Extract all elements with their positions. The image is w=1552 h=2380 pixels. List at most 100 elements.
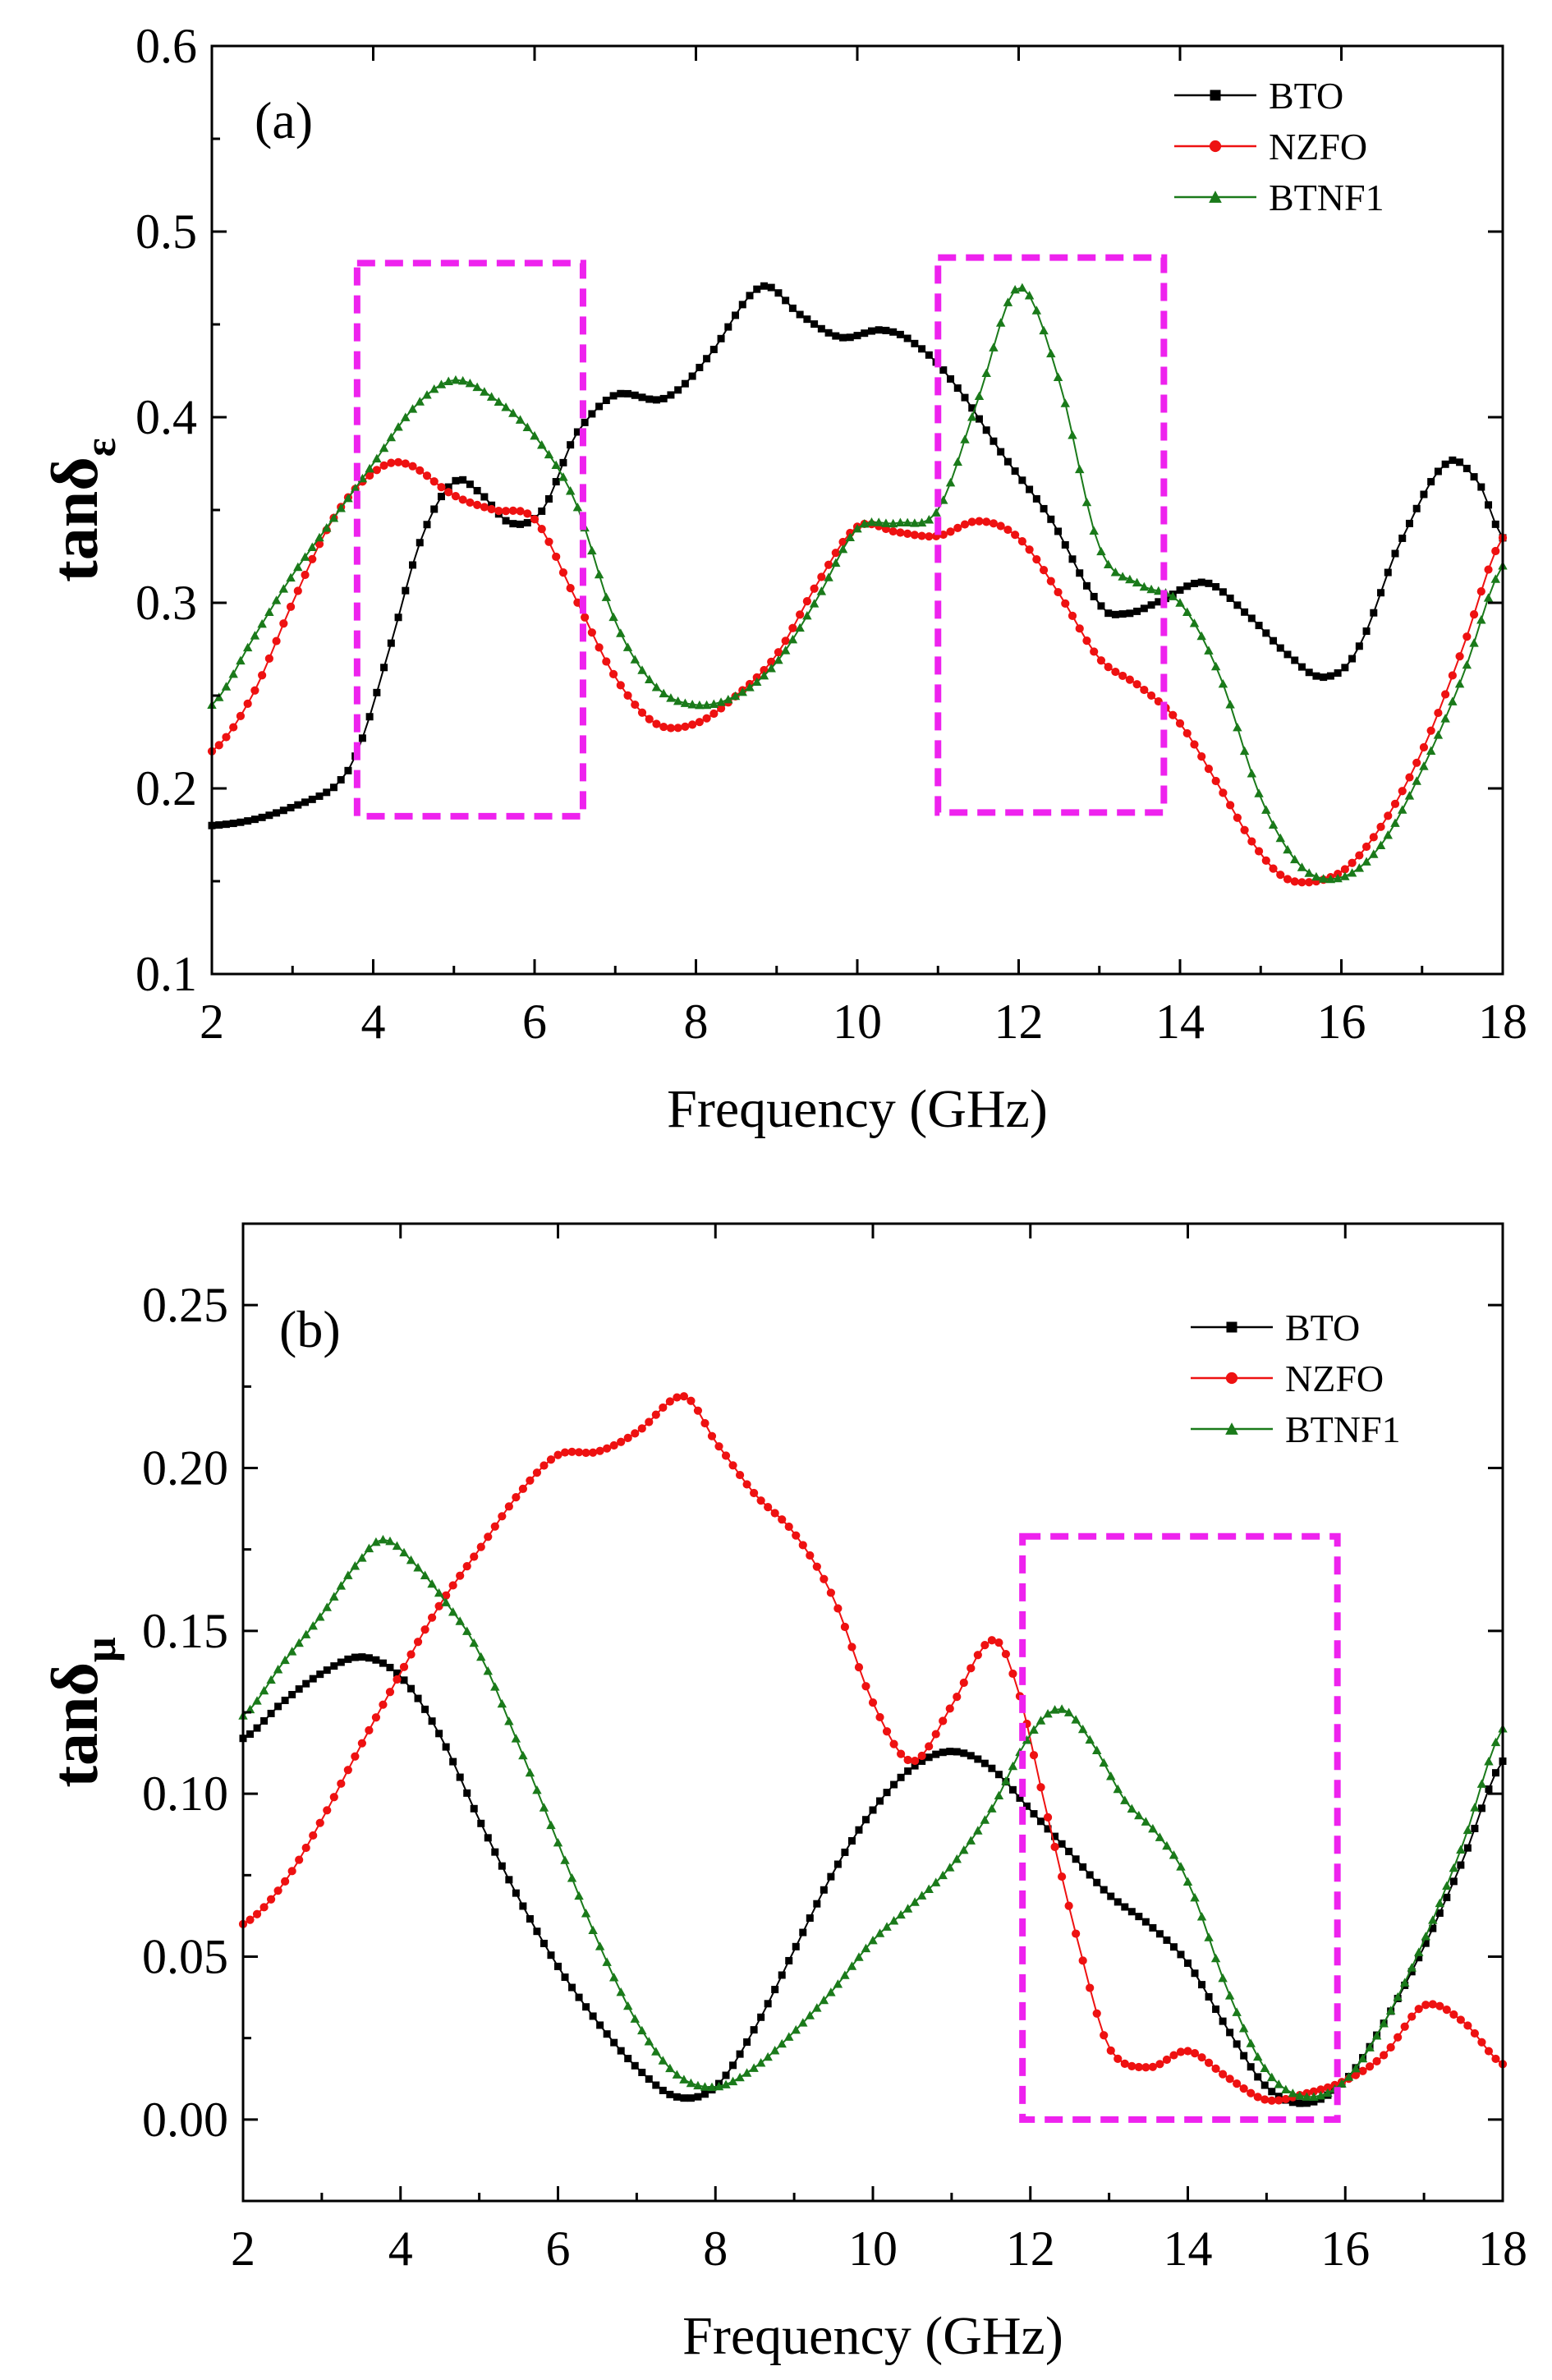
point-nzfo-96 (911, 1756, 920, 1766)
point-nzfo-117 (1046, 577, 1055, 586)
point-bto-114 (1026, 485, 1034, 494)
point-btnf1-64 (666, 693, 676, 702)
point-bto-92 (867, 327, 875, 335)
point-btnf1-90 (852, 523, 862, 533)
point-bto-87 (832, 332, 840, 340)
point-bto-154 (1312, 672, 1320, 680)
point-btnf1-60 (658, 2056, 668, 2065)
legend-label-btnf1: BTNF1 (1285, 1408, 1401, 1450)
point-nzfo-177 (1477, 2038, 1486, 2047)
highlight-box-1 (353, 260, 586, 820)
point-btnf1-163 (1375, 840, 1386, 849)
point-bto-105 (974, 1755, 982, 1763)
point-bto-141 (1226, 2029, 1234, 2037)
point-btnf1-75 (763, 2051, 773, 2061)
point-bto-144 (1247, 2063, 1255, 2071)
point-bto-165 (1391, 549, 1399, 558)
point-bto-43 (540, 1939, 548, 1947)
point-nzfo-136 (1182, 728, 1192, 738)
point-nzfo-66 (700, 1418, 709, 1428)
point-btnf1-43 (539, 1803, 549, 1812)
point-nzfo-31 (456, 1571, 465, 1580)
point-nzfo-32 (437, 483, 446, 492)
y-tick-label: 0.00 (142, 2093, 228, 2147)
point-btnf1-127 (1127, 1803, 1137, 1813)
point-nzfo-125 (1113, 2054, 1123, 2063)
point-bto-3 (260, 1716, 269, 1725)
point-nzfo-121 (1086, 1983, 1095, 1992)
point-nzfo-144 (1240, 825, 1249, 834)
point-btnf1-141 (1218, 678, 1228, 688)
point-btnf1-16 (350, 1560, 360, 1570)
point-nzfo-63 (659, 722, 668, 732)
point-nzfo-115 (1043, 1813, 1053, 1822)
point-bto-131 (1147, 601, 1155, 609)
point-btnf1-39 (511, 1734, 521, 1743)
point-nzfo-143 (1239, 2084, 1248, 2093)
point-bto-152 (1302, 2099, 1311, 2107)
point-nzfo-122 (1082, 636, 1091, 646)
point-btnf1-86 (824, 572, 833, 581)
point-btnf1-6 (250, 631, 260, 640)
point-bto-110 (997, 448, 1005, 456)
point-nzfo-133 (1169, 2051, 1178, 2060)
x-tick-label: 18 (1478, 995, 1527, 1049)
point-bto-142 (1233, 2040, 1241, 2048)
point-nzfo-108 (994, 1638, 1003, 1647)
point-nzfo-104 (967, 1664, 976, 1673)
point-nzfo-36 (466, 498, 475, 508)
series-bto (208, 282, 1507, 829)
point-nzfo-130 (1140, 685, 1149, 695)
point-bto-84 (810, 320, 819, 329)
point-btnf1-94 (896, 1909, 906, 1919)
point-bto-21 (358, 734, 366, 742)
point-btnf1-97 (916, 1891, 927, 1900)
point-nzfo-107 (987, 1636, 996, 1645)
point-bto-157 (1334, 669, 1342, 677)
point-bto-178 (1485, 1785, 1493, 1794)
point-bto-121 (1086, 1871, 1094, 1879)
point-nzfo-176 (1470, 2029, 1480, 2038)
point-btnf1-32 (461, 1626, 472, 1635)
point-btnf1-70 (709, 699, 719, 708)
point-btnf1-23 (372, 453, 382, 463)
point-btnf1-163 (1379, 2019, 1389, 2028)
y-axis-title-b: tanδμ (39, 1637, 125, 1787)
point-bto-19 (344, 766, 352, 774)
point-btnf1-6 (280, 1655, 290, 1665)
point-bto-94 (882, 326, 890, 334)
point-btnf1-4 (236, 655, 246, 665)
point-btnf1-88 (854, 1952, 864, 1961)
point-bto-122 (1082, 581, 1091, 590)
point-bto-105 (961, 393, 969, 402)
point-bto-107 (975, 415, 983, 423)
point-nzfo-48 (552, 552, 561, 562)
legend-item-bto: BTO (1174, 75, 1343, 117)
point-btnf1-128 (1134, 1810, 1144, 1820)
point-nzfo-79 (792, 1531, 801, 1540)
point-bto-145 (1254, 2073, 1262, 2081)
point-btnf1-105 (960, 434, 970, 443)
point-btnf1-114 (1035, 1716, 1046, 1725)
point-nzfo-115 (1032, 555, 1041, 564)
point-btnf1-161 (1365, 2042, 1375, 2051)
y-tick-label: 0.3 (135, 576, 197, 630)
point-btnf1-130 (1148, 1823, 1158, 1833)
point-btnf1-4 (266, 1675, 276, 1684)
point-btnf1-121 (1085, 1734, 1095, 1744)
legend-item-nzfo: NZFO (1191, 1358, 1384, 1399)
y-tick-label: 0.10 (142, 1767, 228, 1821)
point-bto-170 (1429, 1924, 1437, 1932)
point-nzfo-134 (1169, 710, 1178, 719)
point-nzfo-149 (1281, 2094, 1290, 2104)
point-btnf1-98 (910, 518, 920, 527)
point-nzfo-119 (1061, 599, 1070, 608)
point-nzfo-85 (833, 1604, 843, 1613)
point-btnf1-117 (1046, 348, 1056, 358)
legend-item-bto: BTO (1191, 1307, 1360, 1349)
point-bto-85 (817, 324, 825, 333)
point-btnf1-102 (952, 1854, 962, 1863)
point-nzfo-164 (1386, 2042, 1395, 2052)
point-nzfo-23 (372, 466, 381, 475)
point-bto-98 (925, 1753, 933, 1762)
